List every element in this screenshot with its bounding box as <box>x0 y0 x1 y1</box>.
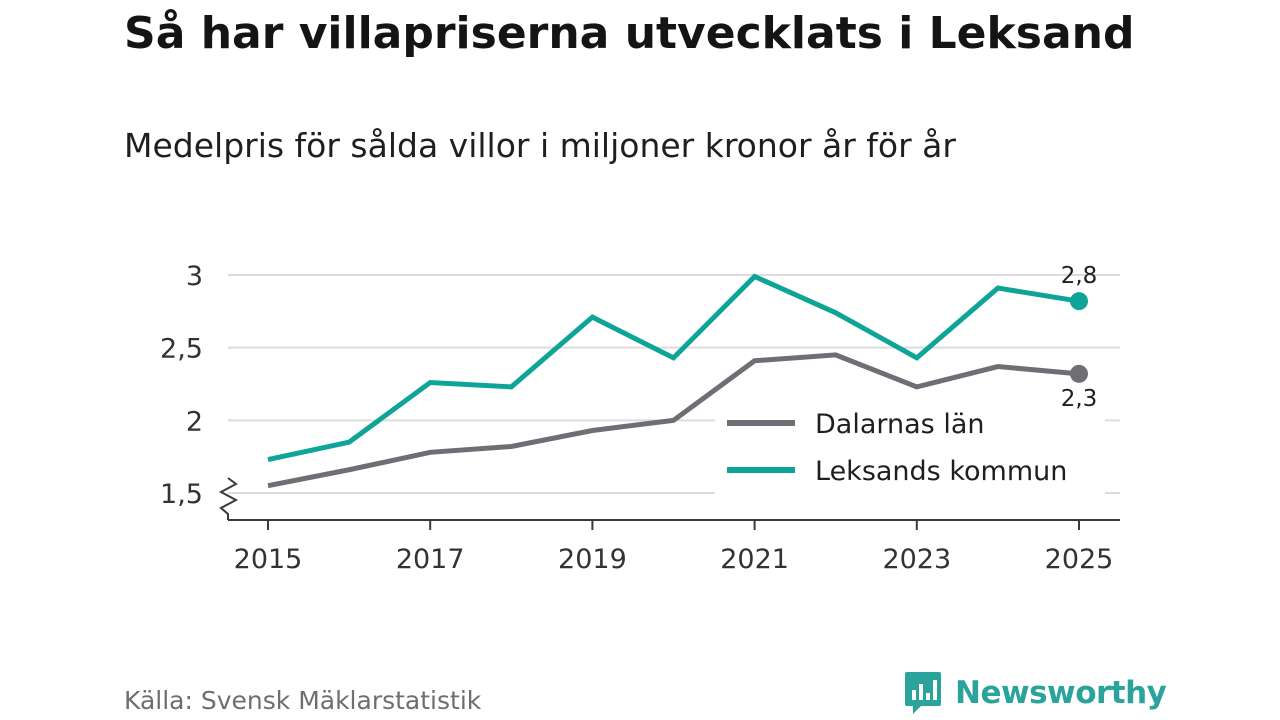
legend-label: Dalarnas län <box>815 409 984 440</box>
y-tick-label: 2 <box>186 406 203 437</box>
axes: 1,5 2 2,5 3 2015 2017 2019 2021 2023 2025 <box>160 261 1120 575</box>
x-tick-label: 2019 <box>558 544 627 575</box>
x-tick-label: 2017 <box>396 544 465 575</box>
series-line-leksands-kommun <box>267 273 1080 463</box>
y-tick-label: 2,5 <box>160 334 203 365</box>
y-tick-label: 1,5 <box>160 479 203 510</box>
y-tick-label: 3 <box>186 261 203 292</box>
series-lines <box>267 273 1088 489</box>
series-line-dalarnas-lan <box>267 352 1080 489</box>
x-tick-label: 2015 <box>234 544 303 575</box>
chart-title: Så har villapriserna utvecklats i Leksan… <box>124 8 1135 59</box>
end-point-leksands-kommun <box>1070 292 1088 311</box>
axis-break-mark <box>218 477 239 520</box>
chart-subtitle: Medelpris för sålda villor i miljoner kr… <box>124 126 956 165</box>
legend-label: Leksands kommun <box>815 456 1067 487</box>
legend-background <box>715 398 1105 498</box>
brand-logo: Newsworthy <box>903 670 1167 716</box>
x-tick-label: 2021 <box>720 544 789 575</box>
brand-name: Newsworthy <box>955 675 1167 711</box>
end-value-label: 2,3 <box>1061 386 1098 412</box>
x-tick-label: 2025 <box>1045 544 1114 575</box>
newsworthy-logo-icon <box>905 672 941 714</box>
end-value-label: 2,8 <box>1061 263 1098 289</box>
end-labels: 2,3 2,8 <box>1061 263 1098 412</box>
legend: Dalarnas län Leksands kommun <box>715 398 1105 498</box>
source-note: Källa: Svensk Mäklarstatistik <box>124 686 482 715</box>
x-tick-label: 2023 <box>882 544 951 575</box>
end-point-dalarnas-lan <box>1070 364 1088 383</box>
